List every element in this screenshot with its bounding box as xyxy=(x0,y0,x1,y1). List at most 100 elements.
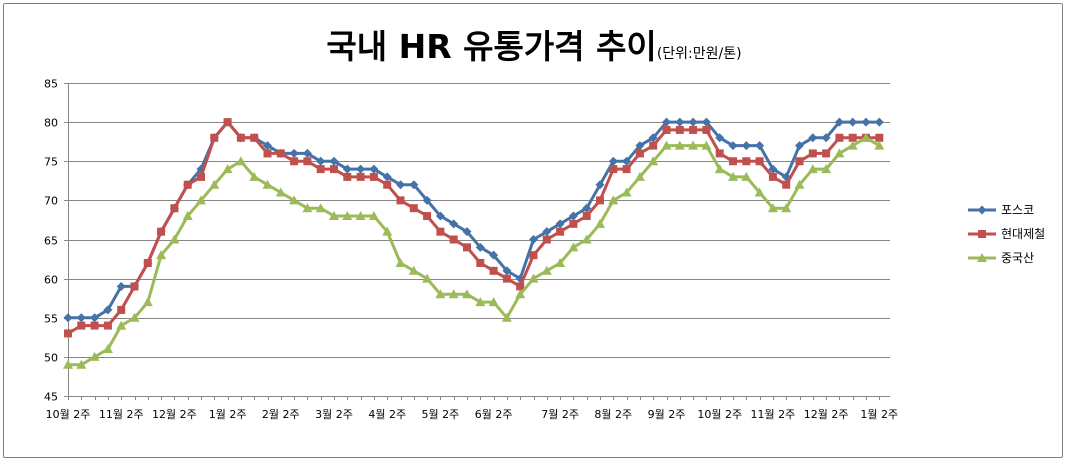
data-point xyxy=(488,297,499,307)
data-point xyxy=(289,195,300,205)
data-point xyxy=(874,140,885,150)
chart-subtitle: (단위:만원/톤) xyxy=(656,46,742,62)
data-point xyxy=(556,227,565,236)
data-point xyxy=(76,359,87,369)
data-point xyxy=(183,180,192,189)
data-point xyxy=(422,195,432,205)
data-point xyxy=(449,235,458,244)
data-point xyxy=(795,141,804,151)
data-point xyxy=(435,289,446,299)
y-axis-ticks: 45 50 55 60 65 70 75 80 85 xyxy=(44,78,68,404)
data-point xyxy=(276,149,285,158)
data-point xyxy=(156,250,167,260)
series-line xyxy=(67,120,880,335)
data-point xyxy=(568,242,579,252)
data-point xyxy=(582,203,592,213)
data-point xyxy=(808,133,818,143)
data-point xyxy=(316,156,326,166)
data-point xyxy=(396,180,405,190)
data-point xyxy=(848,133,857,142)
data-point xyxy=(223,118,232,127)
data-point xyxy=(436,227,445,236)
data-point xyxy=(197,172,205,181)
data-point xyxy=(516,282,525,291)
data-point xyxy=(714,164,725,174)
legend-label: 중국산 xyxy=(1001,251,1034,265)
data-point xyxy=(209,179,220,189)
data-point xyxy=(396,196,405,205)
data-point xyxy=(395,257,406,267)
data-point xyxy=(808,149,817,158)
data-point xyxy=(755,157,764,166)
data-point xyxy=(355,211,366,221)
x-tick-label: 11월 2주 xyxy=(751,408,796,421)
data-point xyxy=(754,187,765,197)
series-line xyxy=(68,136,881,367)
data-point xyxy=(821,133,831,143)
data-point xyxy=(382,226,393,236)
data-point xyxy=(501,312,512,322)
data-point xyxy=(648,133,658,143)
data-point xyxy=(609,165,618,174)
data-point xyxy=(715,133,725,143)
data-point xyxy=(807,164,818,174)
data-point xyxy=(117,305,126,314)
data-point xyxy=(768,172,777,181)
data-point xyxy=(795,157,804,166)
data-point xyxy=(302,148,312,158)
data-point xyxy=(116,320,127,330)
y-tick-label: 80 xyxy=(44,117,58,130)
data-point xyxy=(622,156,632,166)
data-point xyxy=(76,313,86,323)
data-point xyxy=(861,117,871,127)
series-layer xyxy=(63,117,885,369)
legend-marker xyxy=(978,230,986,238)
data-point xyxy=(741,141,751,151)
data-point xyxy=(129,312,140,322)
data-point xyxy=(130,282,139,291)
data-point xyxy=(595,218,605,228)
data-point xyxy=(409,180,419,190)
x-tick-label: 7월 2주 xyxy=(541,408,579,421)
data-point xyxy=(103,321,112,330)
data-point xyxy=(102,344,113,354)
data-point xyxy=(689,125,698,134)
x-axis-ticks: 10월 2주 11월 2주 12월 2주 1월 2주 2월 2주 3월 2주 4월 2주 5월… xyxy=(46,396,898,421)
data-point xyxy=(170,204,179,213)
x-tick-label: 12월 2주 xyxy=(152,408,197,421)
data-point xyxy=(822,149,831,158)
data-point xyxy=(462,289,472,299)
data-point xyxy=(648,156,659,166)
x-tick-label: 8월 2주 xyxy=(594,408,632,421)
series-2 xyxy=(64,118,884,338)
x-tick-label: 12월 2주 xyxy=(804,408,849,421)
data-point xyxy=(383,180,392,189)
data-point xyxy=(356,164,366,174)
data-point xyxy=(621,187,632,197)
data-point xyxy=(847,140,858,150)
chart-title-block: 국내 HR 유통가격 추이(단위:만원/톤) xyxy=(0,20,1068,68)
data-point xyxy=(608,156,618,166)
data-point xyxy=(382,172,392,182)
data-point xyxy=(635,149,644,158)
data-point xyxy=(463,243,471,252)
data-point xyxy=(196,195,206,205)
data-point xyxy=(356,172,365,181)
legend-entry: 중국산 xyxy=(968,251,1034,265)
data-point xyxy=(861,132,871,142)
data-point xyxy=(64,329,72,338)
data-point xyxy=(715,149,724,158)
data-point xyxy=(542,235,551,244)
x-tick-label: 4월 2주 xyxy=(368,408,406,421)
data-point xyxy=(875,133,884,142)
data-point xyxy=(143,258,152,267)
data-point xyxy=(729,157,737,166)
data-point xyxy=(489,250,499,260)
x-tick-label: 6월 2주 xyxy=(475,408,513,421)
data-point xyxy=(515,289,526,299)
data-point xyxy=(835,133,844,142)
data-point xyxy=(316,165,325,174)
data-point xyxy=(408,265,419,275)
data-point xyxy=(661,140,672,150)
